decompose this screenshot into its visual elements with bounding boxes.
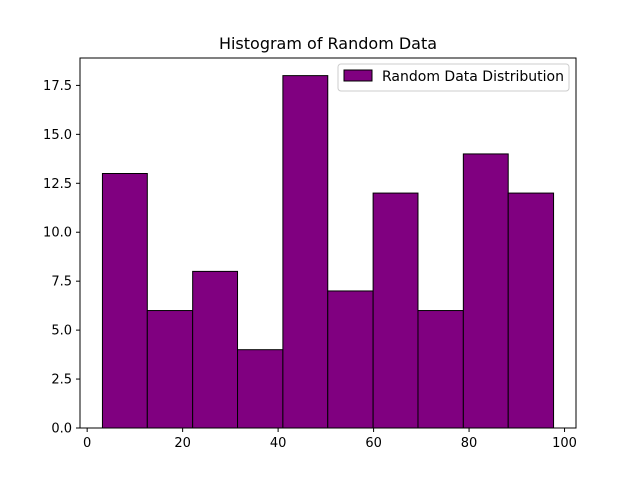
histogram-bar	[372, 192, 419, 429]
x-tick-label: 20	[174, 436, 191, 451]
histogram-bar	[507, 192, 555, 429]
y-tick-label: 5.0	[51, 324, 72, 339]
histogram-bar	[282, 75, 329, 429]
y-tick-label: 17.5	[43, 79, 72, 94]
legend: Random Data Distribution	[337, 63, 570, 92]
legend-label: Random Data Distribution	[382, 69, 564, 85]
x-tick-label: 80	[461, 436, 478, 451]
x-tick-label: 40	[270, 436, 287, 451]
y-tick-label: 7.5	[51, 275, 72, 290]
x-tick-label: 100	[552, 436, 577, 451]
histogram-bar	[327, 290, 374, 429]
histogram-bar	[192, 270, 239, 429]
y-axis: 0.0 2.5 5.0 7.5 10.0 12.5 15.0 17.5	[43, 79, 80, 437]
y-tick-label: 12.5	[43, 177, 72, 192]
y-tick-label: 15.0	[43, 128, 72, 143]
y-tick-label: 2.5	[51, 373, 72, 388]
histogram-bar	[101, 173, 148, 429]
legend-swatch	[343, 69, 373, 82]
bars-layer	[101, 75, 555, 429]
histogram-bar	[146, 310, 194, 429]
chart-title: Histogram of Random Data	[219, 34, 437, 53]
plot-frame	[79, 57, 577, 429]
x-axis: 0 20 40 60 80 100	[83, 428, 577, 451]
histogram-bar	[237, 349, 284, 429]
legend-frame	[337, 63, 570, 92]
x-tick-label: 60	[365, 436, 382, 451]
x-tick-label: 0	[83, 436, 91, 451]
histogram-bar	[462, 153, 509, 429]
histogram-bar	[417, 310, 464, 429]
y-tick-label: 10.0	[43, 226, 72, 241]
y-tick-label: 0.0	[51, 422, 72, 437]
